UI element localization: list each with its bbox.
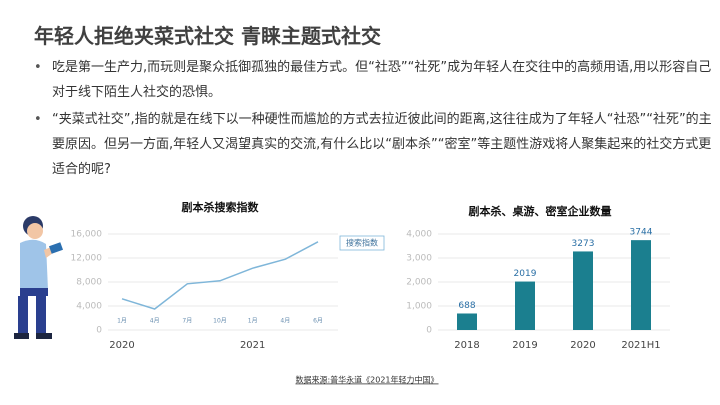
x-tick-label: 2021H1 — [621, 340, 660, 351]
x-tick-label: 2019 — [512, 340, 537, 351]
bar — [631, 240, 651, 330]
chart-title: 剧本杀、桌游、密室企业数量 — [469, 204, 612, 218]
y-tick-label: 4,000 — [76, 302, 102, 312]
y-tick-label: 8,000 — [76, 278, 102, 288]
value-label: 2019 — [514, 269, 537, 279]
bar — [573, 251, 593, 330]
value-label: 3273 — [572, 239, 595, 249]
bullet: “夹菜式社交”,指的就是在线下以一种硬性而尴尬的方式去拉近彼此间的距离,这往往成… — [34, 107, 716, 182]
legend-label: 搜索指数 — [346, 238, 378, 248]
bar — [457, 313, 477, 330]
y-tick-label: 0 — [426, 326, 432, 336]
x-tick-label: 4月 — [150, 318, 160, 325]
y-tick-label: 12,000 — [71, 254, 103, 264]
x-tick-label: 10月 — [213, 318, 227, 325]
x-tick-label: 7月 — [182, 318, 192, 325]
x-tick-label: 4月 — [280, 318, 290, 325]
data-line — [121, 241, 319, 310]
y-tick-label: 1,000 — [406, 302, 432, 312]
legend-box — [339, 235, 385, 251]
y-tick-label: 16,000 — [71, 230, 103, 240]
value-label: 688 — [458, 301, 475, 311]
person-illustration — [14, 216, 64, 339]
bar — [515, 281, 535, 330]
bullet: 吃是第一生产力,而玩则是聚众抵御孤独的最佳方式。但“社恐”“社死”成为年轻人在交… — [34, 55, 716, 105]
x-tick-label: 2020 — [570, 340, 595, 351]
y-tick-label: 0 — [96, 326, 102, 336]
year-label: 2020 — [109, 340, 134, 351]
year-label: 2021 — [240, 340, 265, 351]
source-note: 数据来源:普华永道《2021年轻力中国》 — [295, 375, 438, 385]
x-tick-label: 1月 — [117, 318, 127, 325]
slide-title: 年轻人拒绝夹菜式社交 青睐主题式社交 — [34, 24, 381, 48]
x-tick-label: 6月 — [313, 318, 323, 325]
y-tick-label: 3,000 — [406, 254, 432, 264]
chart-title: 剧本杀搜索指数 — [182, 200, 260, 214]
x-tick-label: 1月 — [248, 318, 258, 325]
y-tick-label: 4,000 — [406, 230, 432, 240]
y-tick-label: 2,000 — [406, 278, 432, 288]
x-tick-label: 2018 — [454, 340, 479, 351]
value-label: 3744 — [630, 228, 653, 238]
